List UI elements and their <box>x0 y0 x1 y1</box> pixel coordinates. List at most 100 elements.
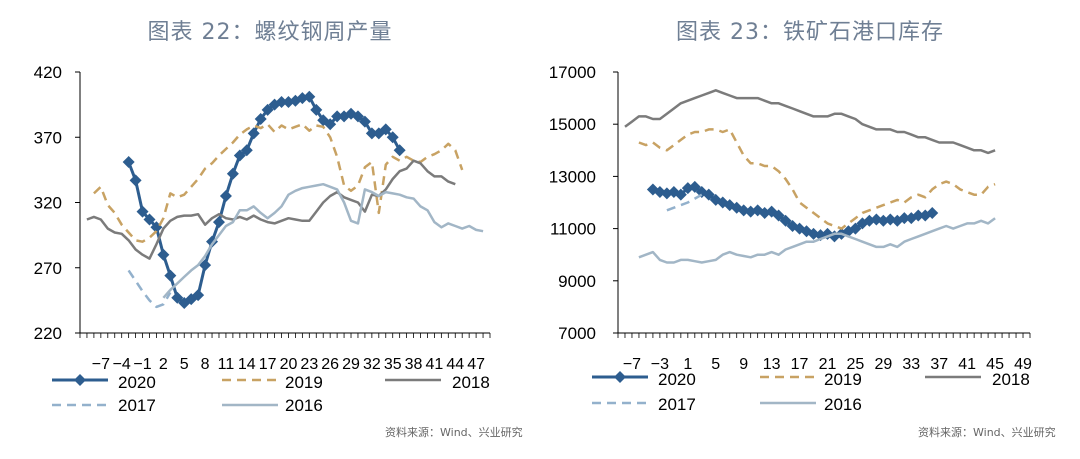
data-point <box>926 206 939 219</box>
x-tick-label: 41 <box>426 356 444 373</box>
axes: 7000 9000 11000 13000 15000 17000 −7 −3 1 5 9 13 17 2… <box>549 63 1032 373</box>
legend-label: 2017 <box>658 395 696 414</box>
data-point <box>331 110 344 123</box>
y-tick-label: 270 <box>34 259 62 278</box>
series-line-2018 <box>86 159 456 260</box>
x-tick-label: 49 <box>1014 356 1032 373</box>
chart-svg-rebar-output: 220 270 320 370 420 −7 −4 −1 2 5 8 11 14 17 20 23 26 29 32… <box>34 63 491 415</box>
data-point <box>744 205 757 218</box>
data-point <box>365 127 378 140</box>
data-point <box>310 103 323 116</box>
x-tick-label: −3 <box>651 356 669 373</box>
legend-item-2018: 2018 <box>385 373 490 392</box>
data-point <box>702 188 715 201</box>
x-tick-label: 32 <box>363 356 381 373</box>
legend-label: 2020 <box>658 370 696 389</box>
data-point <box>688 180 701 193</box>
y-tick-label: 15000 <box>549 115 596 134</box>
legend-label: 2019 <box>285 373 323 392</box>
data-point <box>233 149 246 162</box>
data-point <box>122 156 135 169</box>
x-tick-label: −1 <box>133 356 151 373</box>
data-point <box>171 291 184 304</box>
x-tick-label: 17 <box>259 356 277 373</box>
data-point <box>219 189 232 202</box>
data-point <box>772 209 785 222</box>
data-point <box>379 123 392 136</box>
legend-item-2017: 2017 <box>52 396 156 415</box>
x-tick-label: 47 <box>467 356 485 373</box>
x-tick-label: −7 <box>92 356 110 373</box>
x-tick-label: 20 <box>280 356 298 373</box>
axes: 220 270 320 370 420 −7 −4 −1 2 5 8 11 14 17 20 23 26 29 32… <box>34 63 491 373</box>
x-tick-label: 35 <box>384 356 402 373</box>
x-tick-label: 1 <box>683 356 692 373</box>
data-point <box>779 214 792 227</box>
x-tick-label: 21 <box>819 356 837 373</box>
data-point <box>129 174 142 187</box>
data-point <box>240 144 253 157</box>
data-point <box>646 183 659 196</box>
data-point <box>254 112 267 125</box>
legend-label: 2016 <box>824 395 862 414</box>
x-tick-label: 8 <box>201 356 210 373</box>
x-tick-label: 29 <box>342 356 360 373</box>
legend-label: 2016 <box>285 396 323 415</box>
data-point <box>870 213 883 226</box>
legend-item-2019: 2019 <box>222 373 323 392</box>
legend-item-2020: 2020 <box>52 373 156 392</box>
x-tick-label: 11 <box>218 356 235 373</box>
data-point <box>247 127 260 140</box>
x-tick-label: 45 <box>986 356 1004 373</box>
source-note: 资料来源：Wind、兴业研究 <box>918 426 1056 439</box>
x-tick-label: 33 <box>902 356 920 373</box>
series-2016 <box>638 217 996 264</box>
x-tick-label: 26 <box>321 356 339 373</box>
data-point <box>393 144 406 157</box>
x-tick-label: 25 <box>847 356 865 373</box>
source-note: 资料来源：Wind、兴业研究 <box>385 426 523 439</box>
x-tick-label: 17 <box>791 356 809 373</box>
x-tick-label: 5 <box>180 356 189 373</box>
series-2016 <box>162 182 484 299</box>
series-line-2019 <box>93 122 464 243</box>
data-point <box>157 248 170 261</box>
data-point <box>358 115 371 128</box>
legend-item-2019: 2019 <box>760 370 862 389</box>
data-point <box>192 289 205 302</box>
y-tick-label: 420 <box>34 63 62 82</box>
data-point <box>674 188 687 201</box>
series-2019 <box>93 122 464 243</box>
series-line-2016 <box>638 217 996 264</box>
series-line-2019 <box>638 128 996 230</box>
x-tick-label: 23 <box>300 356 318 373</box>
legend-label: 2018 <box>992 370 1030 389</box>
data-point <box>765 205 778 218</box>
chart-title: 图表 23：铁矿石港口库存 <box>676 20 944 45</box>
series-2019 <box>638 128 996 230</box>
legend-label: 2017 <box>118 396 156 415</box>
x-tick-label: 13 <box>763 356 781 373</box>
legend-item-2016: 2016 <box>222 396 323 415</box>
data-point <box>351 110 364 123</box>
series-2018 <box>624 89 996 155</box>
x-tick-label: 2 <box>159 356 168 373</box>
data-point <box>275 96 288 109</box>
series-2017 <box>127 269 172 309</box>
data-point <box>877 214 890 227</box>
data-point <box>653 186 666 199</box>
legend-item-2016: 2016 <box>760 395 862 414</box>
chart-title: 图表 22：螺纹钢周产量 <box>147 20 393 45</box>
data-point <box>386 131 399 144</box>
data-point <box>898 212 911 225</box>
legend: 2020 2019 2018 2017 2016 <box>592 370 1030 414</box>
y-tick-label: 13000 <box>549 167 596 186</box>
x-tick-label: −7 <box>623 356 641 373</box>
x-tick-label: −4 <box>113 356 131 373</box>
data-point <box>212 216 225 229</box>
y-tick-label: 220 <box>34 324 62 343</box>
y-tick-label: 11000 <box>550 220 596 239</box>
x-tick-label: 38 <box>405 356 423 373</box>
series-line-2016 <box>162 182 484 299</box>
